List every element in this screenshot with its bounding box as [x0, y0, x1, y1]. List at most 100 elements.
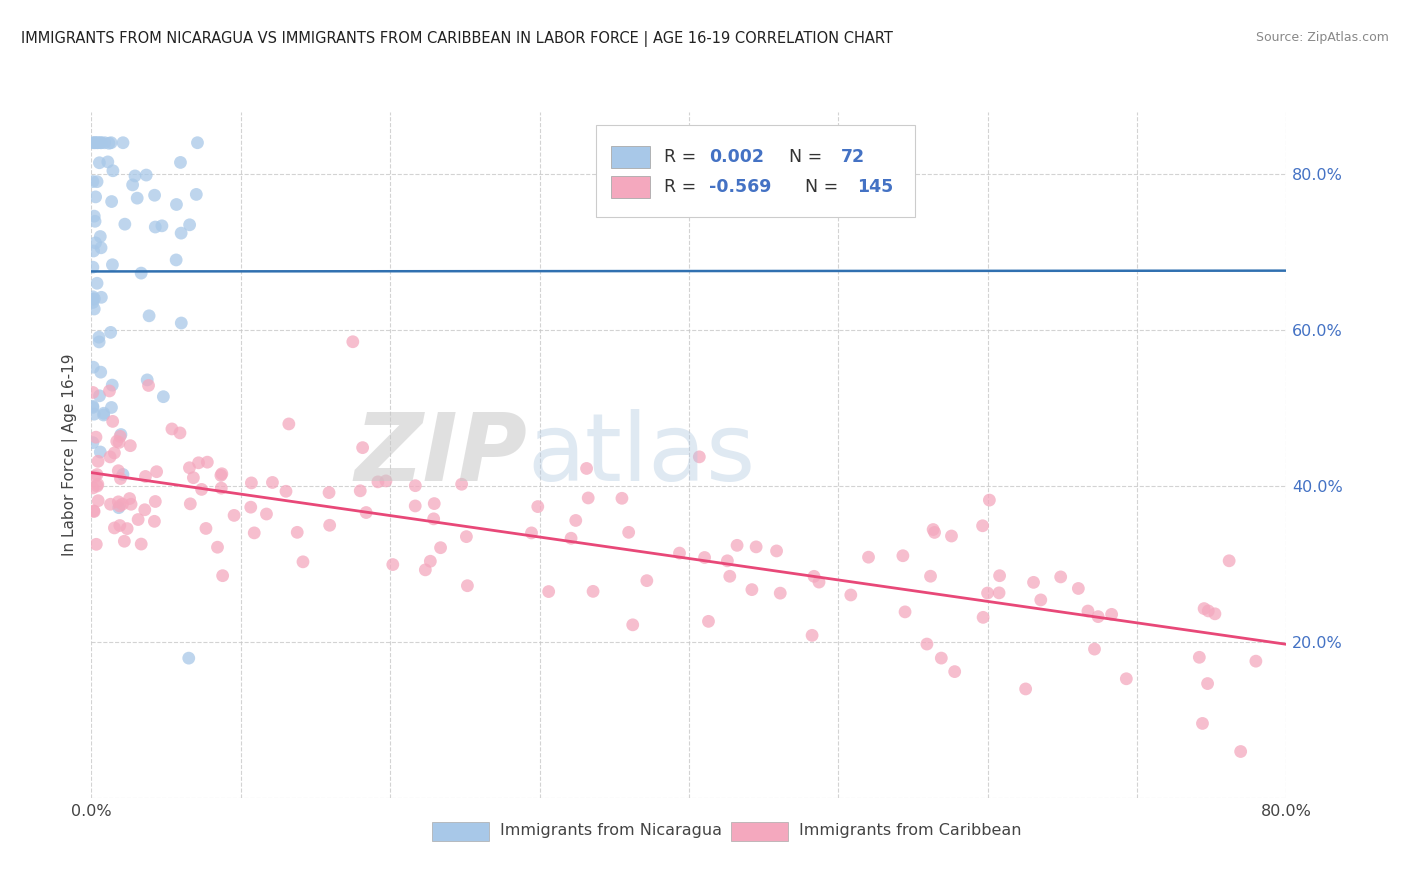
Point — [920, 569, 942, 583]
Point — [103, 521, 125, 535]
Point — [89, 334, 111, 349]
Point — [108, 499, 131, 513]
Point — [943, 665, 966, 679]
Point — [169, 425, 191, 440]
Point — [82, 292, 104, 306]
Point — [134, 502, 156, 516]
Point — [135, 168, 157, 182]
Point — [83, 244, 105, 258]
Point — [381, 558, 404, 572]
Point — [101, 163, 124, 178]
Point — [211, 568, 233, 582]
Point — [1197, 604, 1219, 618]
Point — [170, 226, 193, 240]
Point — [82, 481, 104, 495]
Point — [915, 637, 938, 651]
Point — [82, 175, 104, 189]
Point — [87, 477, 110, 491]
Text: atlas: atlas — [527, 409, 756, 501]
Point — [165, 252, 187, 267]
Point — [404, 499, 426, 513]
Point — [186, 136, 208, 150]
Point — [143, 188, 166, 202]
Text: Immigrants from Caribbean: Immigrants from Caribbean — [799, 823, 1021, 838]
Point — [107, 495, 129, 509]
Point — [1077, 604, 1099, 618]
Point — [1083, 642, 1105, 657]
Point — [526, 500, 548, 514]
Point — [239, 500, 262, 515]
Point — [256, 507, 278, 521]
Point — [1188, 650, 1211, 665]
Point — [808, 575, 831, 590]
Point — [83, 301, 105, 316]
Bar — [612, 146, 650, 168]
Text: 145: 145 — [858, 178, 894, 196]
Point — [194, 521, 217, 535]
Point — [187, 456, 209, 470]
Point — [179, 460, 201, 475]
Point — [922, 523, 945, 537]
Point — [894, 605, 917, 619]
Point — [725, 538, 748, 552]
Point — [741, 582, 763, 597]
Point — [349, 483, 371, 498]
Point — [82, 290, 104, 304]
Point — [318, 518, 340, 533]
Point — [803, 569, 825, 583]
Point — [127, 512, 149, 526]
Point — [924, 525, 946, 540]
Point — [82, 360, 104, 375]
Point — [929, 651, 952, 665]
Point — [285, 525, 308, 540]
Point — [143, 220, 166, 235]
Point — [179, 497, 201, 511]
Point — [100, 497, 122, 511]
Point — [979, 493, 1001, 508]
Point — [82, 401, 104, 415]
Bar — [612, 176, 650, 198]
Point — [1204, 607, 1226, 621]
Point — [101, 258, 124, 272]
Point — [716, 554, 738, 568]
Point — [89, 445, 111, 459]
Point — [183, 471, 205, 485]
Point — [89, 389, 111, 403]
Point — [190, 483, 212, 497]
Point — [103, 446, 125, 460]
Point — [160, 422, 183, 436]
Point — [86, 277, 108, 291]
Point — [90, 136, 112, 150]
Point — [93, 408, 115, 422]
Point — [1244, 654, 1267, 668]
Point — [1049, 570, 1071, 584]
Point — [100, 326, 122, 340]
Point — [136, 373, 159, 387]
Point — [976, 586, 998, 600]
Point — [537, 584, 560, 599]
Point — [352, 441, 374, 455]
Text: 72: 72 — [841, 148, 865, 166]
Point — [115, 522, 138, 536]
Point — [277, 417, 299, 431]
Point — [107, 464, 129, 478]
Point — [1022, 575, 1045, 590]
Point — [1191, 716, 1213, 731]
Point — [124, 169, 146, 183]
Point — [617, 525, 640, 540]
Point — [422, 512, 444, 526]
Point — [89, 229, 111, 244]
Point — [318, 485, 340, 500]
Point — [108, 435, 131, 450]
Point — [120, 439, 142, 453]
Point — [90, 136, 112, 150]
Point — [988, 568, 1011, 582]
Point — [1029, 593, 1052, 607]
Y-axis label: In Labor Force | Age 16-19: In Labor Force | Age 16-19 — [62, 353, 79, 557]
Point — [636, 574, 658, 588]
Point — [209, 468, 232, 483]
Point — [576, 491, 599, 505]
Point — [1087, 609, 1109, 624]
Text: 0.002: 0.002 — [709, 148, 765, 166]
Point — [83, 504, 105, 518]
